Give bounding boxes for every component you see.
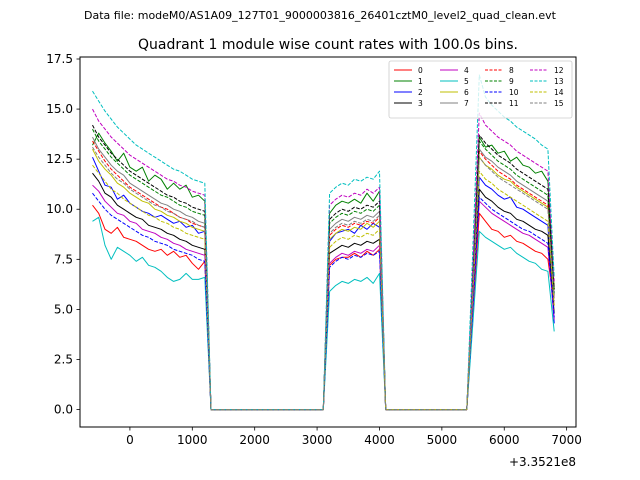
x-tick-label: 5000 <box>427 433 458 447</box>
series-line-7 <box>92 136 555 411</box>
legend-label: 6 <box>464 88 469 97</box>
y-tick-label: 2.5 <box>54 352 73 366</box>
legend-item-11: 11 <box>485 99 519 108</box>
legend-label: 10 <box>509 88 519 97</box>
legend-label: 7 <box>464 99 469 108</box>
y-tick-label: 12.5 <box>46 152 73 166</box>
legend-item-10: 10 <box>485 88 519 97</box>
legend-item-14: 14 <box>530 88 564 97</box>
legend-item-5: 5 <box>440 77 469 86</box>
x-offset-label: +3.3521e8 <box>509 455 576 469</box>
series-line-5 <box>92 216 555 411</box>
y-tick-label: 7.5 <box>54 252 73 266</box>
legend-label: 3 <box>418 99 423 108</box>
legend-item-8: 8 <box>485 66 514 75</box>
legend-label: 12 <box>554 66 564 75</box>
legend-label: 11 <box>509 99 519 108</box>
legend-label: 8 <box>509 66 514 75</box>
legend-label: 2 <box>418 88 423 97</box>
series-line-12 <box>92 108 555 411</box>
legend-item-1: 1 <box>394 77 423 86</box>
series-line-14 <box>92 164 555 411</box>
legend-item-15: 15 <box>530 99 564 108</box>
y-tick-label: 17.5 <box>46 52 73 66</box>
series-line-11 <box>92 124 555 411</box>
x-tick-label: 3000 <box>302 433 333 447</box>
series-line-15 <box>92 146 555 411</box>
axes-frame <box>79 56 577 428</box>
legend-item-7: 7 <box>440 99 469 108</box>
x-tick-label: 7000 <box>551 433 582 447</box>
legend-label: 9 <box>509 77 514 86</box>
series-line-8 <box>92 140 555 411</box>
legend-label: 5 <box>464 77 469 86</box>
legend-label: 4 <box>464 66 469 75</box>
x-tick-label: 1000 <box>177 433 208 447</box>
legend-item-13: 13 <box>530 77 564 86</box>
series-line-13 <box>92 74 555 411</box>
y-tick-label: 5.0 <box>54 302 73 316</box>
legend-item-0: 0 <box>394 66 423 75</box>
legend-item-6: 6 <box>440 88 469 97</box>
series-line-1 <box>92 132 555 411</box>
legend-item-9: 9 <box>485 77 514 86</box>
legend-item-3: 3 <box>394 99 423 108</box>
legend-frame <box>388 60 573 119</box>
legend-item-4: 4 <box>440 66 469 75</box>
legend-item-12: 12 <box>530 66 564 75</box>
x-tick-label: 4000 <box>364 433 395 447</box>
y-tick-label: 15.0 <box>46 102 73 116</box>
x-tick-label: 2000 <box>239 433 270 447</box>
series-line-9 <box>92 128 555 411</box>
x-axis-ticks: 0 1000 2000 3000 4000 5000 6000 7000 <box>126 427 582 447</box>
y-tick-label: 0.0 <box>54 403 73 417</box>
y-axis-ticks: 0.0 2.5 5.0 7.5 10.0 12.5 15.0 17.5 <box>46 52 80 417</box>
chart-title: Quadrant 1 module wise count rates with … <box>138 37 518 53</box>
legend-label: 15 <box>554 99 564 108</box>
legend-label: 14 <box>554 88 564 97</box>
x-tick-label: 0 <box>126 433 134 447</box>
series-line-6 <box>92 148 555 411</box>
suptitle: Data file: modeM0/AS1A09_127T01_90000038… <box>84 9 557 22</box>
series-line-0 <box>92 204 555 411</box>
legend-item-2: 2 <box>394 88 423 97</box>
series-line-10 <box>92 192 555 411</box>
x-tick-label: 6000 <box>489 433 520 447</box>
y-tick-label: 10.0 <box>46 202 73 216</box>
legend-label: 13 <box>554 77 564 86</box>
series-layer <box>92 74 555 411</box>
series-line-4 <box>92 184 555 411</box>
series-line-3 <box>92 172 555 411</box>
legend-label: 1 <box>418 77 423 86</box>
legend-label: 0 <box>418 66 423 75</box>
